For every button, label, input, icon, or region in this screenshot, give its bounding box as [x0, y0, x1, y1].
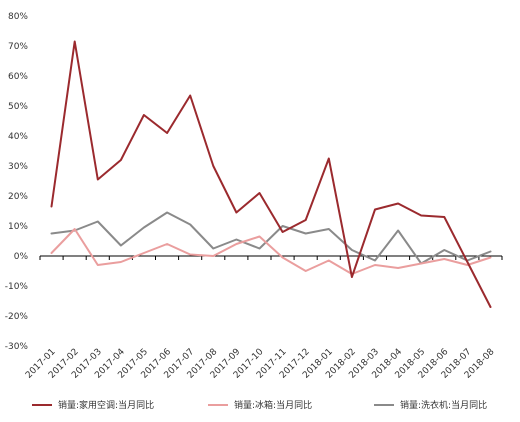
- series-line-0: [50, 40, 492, 308]
- y-tick-label: 50%: [8, 102, 28, 112]
- legend-label: 销量:家用空调:当月同比: [58, 399, 154, 411]
- legend-label: 销量:洗衣机:当月同比: [400, 399, 487, 411]
- y-tick-label: 10%: [8, 222, 28, 232]
- legend-label: 销量:冰箱:当月同比: [234, 399, 312, 411]
- y-tick-label: 70%: [8, 42, 28, 52]
- y-tick-label: 60%: [8, 72, 28, 82]
- y-tick-label: -20%: [5, 312, 29, 322]
- series-line-1: [50, 228, 492, 275]
- legend: 销量:家用空调:当月同比 销量:冰箱:当月同比 销量:洗衣机:当月同比: [32, 399, 487, 411]
- y-tick-label: -10%: [5, 282, 29, 292]
- y-tick-label: 30%: [8, 162, 28, 172]
- y-axis: 80% 70% 60% 50% 40% 30% 20% 10% 0% -10% -20% -30%: [5, 12, 29, 352]
- x-tick-labels: 2017-012017-022017-032017-042017-052017-…: [24, 347, 497, 381]
- series-lines: [50, 40, 492, 308]
- y-tick-label: 80%: [8, 12, 28, 22]
- legend-item: 销量:洗衣机:当月同比: [374, 399, 487, 411]
- legend-item: 销量:冰箱:当月同比: [208, 399, 312, 411]
- y-tick-label: -30%: [5, 342, 29, 352]
- y-tick-label: 40%: [8, 132, 28, 142]
- series-line-2: [50, 211, 492, 265]
- y-tick-label: 0%: [14, 252, 29, 262]
- y-tick-label: 20%: [8, 192, 28, 202]
- legend-item: 销量:家用空调:当月同比: [32, 399, 154, 411]
